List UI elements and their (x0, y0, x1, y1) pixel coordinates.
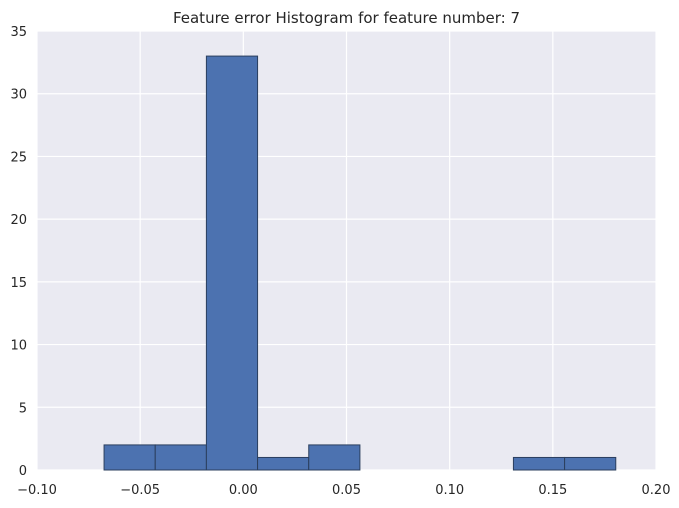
y-tick-label: 0 (19, 464, 27, 479)
histogram-bar (512, 456, 566, 471)
x-tick-label: 0.00 (229, 483, 258, 498)
y-tick-label: 5 (19, 401, 27, 416)
y-tick-label: 20 (10, 213, 27, 228)
x-tick-label: 0.10 (435, 483, 464, 498)
x-tick-label: 0.05 (332, 483, 361, 498)
y-tick-label: 35 (10, 25, 27, 40)
histogram-bar (103, 444, 156, 471)
y-tick-label: 30 (10, 88, 27, 103)
y-tick-label: 25 (10, 150, 27, 165)
histogram-bar (564, 456, 617, 471)
histogram-bar (205, 55, 259, 471)
y-tick-label: 15 (10, 276, 27, 291)
histogram-bar (154, 444, 207, 471)
y-axis-tick-labels: 0 5 10 15 20 25 30 35 (10, 25, 27, 479)
x-axis-tick-labels: −0.10 −0.05 0.00 0.05 0.10 0.15 0.20 (17, 483, 670, 498)
histogram-bar (308, 444, 361, 471)
histogram-bar (257, 456, 310, 471)
bars (103, 55, 617, 471)
y-tick-label: 10 (10, 339, 27, 354)
x-tick-label: 0.20 (642, 483, 671, 498)
x-tick-label: −0.05 (120, 483, 160, 498)
x-tick-label: 0.15 (538, 483, 567, 498)
x-tick-label: −0.10 (17, 483, 57, 498)
chart-title: Feature error Histogram for feature numb… (173, 9, 520, 27)
